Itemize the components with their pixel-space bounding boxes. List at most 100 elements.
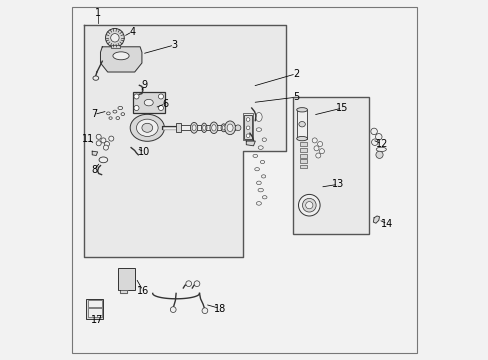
Text: 18: 18: [213, 303, 225, 314]
Ellipse shape: [375, 147, 386, 152]
Bar: [292, 97, 368, 234]
Circle shape: [104, 141, 109, 147]
Polygon shape: [84, 25, 285, 257]
Circle shape: [235, 125, 241, 131]
Bar: [300, 154, 307, 158]
Ellipse shape: [298, 194, 320, 216]
Circle shape: [170, 307, 176, 312]
Circle shape: [158, 105, 163, 111]
Ellipse shape: [192, 125, 196, 131]
Ellipse shape: [226, 124, 233, 131]
Circle shape: [202, 308, 207, 314]
Ellipse shape: [203, 125, 205, 130]
Bar: [179, 125, 234, 130]
Ellipse shape: [256, 181, 261, 185]
Circle shape: [134, 105, 139, 111]
Bar: [86, 299, 103, 319]
Text: 4: 4: [129, 27, 135, 37]
Ellipse shape: [302, 198, 316, 212]
Ellipse shape: [136, 119, 158, 136]
Ellipse shape: [142, 123, 152, 132]
Ellipse shape: [113, 52, 129, 60]
Ellipse shape: [93, 76, 99, 80]
Ellipse shape: [116, 117, 120, 120]
Text: 15: 15: [336, 103, 348, 113]
Bar: [110, 45, 120, 48]
Ellipse shape: [255, 112, 262, 122]
Ellipse shape: [256, 128, 261, 131]
Ellipse shape: [258, 146, 263, 149]
Bar: [244, 115, 251, 139]
Ellipse shape: [118, 107, 122, 110]
Text: 9: 9: [142, 80, 147, 90]
Text: 3: 3: [171, 40, 177, 50]
Circle shape: [108, 136, 114, 141]
Text: 6: 6: [162, 99, 168, 109]
Circle shape: [315, 153, 320, 158]
Bar: [88, 308, 102, 317]
Circle shape: [375, 151, 382, 158]
Polygon shape: [120, 290, 127, 293]
Ellipse shape: [190, 122, 197, 133]
Ellipse shape: [254, 168, 259, 171]
Circle shape: [110, 33, 119, 42]
Text: 13: 13: [331, 179, 344, 189]
Ellipse shape: [296, 136, 307, 141]
Circle shape: [311, 138, 317, 143]
Circle shape: [313, 146, 318, 151]
Bar: [133, 92, 165, 113]
Text: 7: 7: [91, 109, 97, 120]
Circle shape: [246, 134, 249, 138]
Text: 1: 1: [94, 8, 101, 18]
Ellipse shape: [260, 161, 264, 164]
Ellipse shape: [201, 123, 206, 132]
Circle shape: [194, 281, 200, 287]
Bar: [296, 110, 307, 139]
Circle shape: [101, 138, 106, 143]
Ellipse shape: [296, 108, 307, 112]
Ellipse shape: [130, 114, 164, 141]
Bar: [300, 142, 307, 146]
Bar: [300, 148, 307, 152]
Circle shape: [317, 141, 322, 147]
Ellipse shape: [261, 175, 265, 178]
Text: 10: 10: [138, 147, 150, 157]
Text: 12: 12: [375, 139, 387, 149]
Ellipse shape: [305, 202, 312, 209]
Ellipse shape: [256, 202, 261, 205]
Polygon shape: [246, 141, 255, 146]
Circle shape: [375, 134, 381, 140]
Text: 16: 16: [137, 285, 149, 296]
Text: 17: 17: [91, 315, 103, 325]
Circle shape: [96, 141, 101, 146]
Circle shape: [96, 134, 101, 139]
Circle shape: [246, 118, 249, 121]
Polygon shape: [101, 47, 142, 72]
Ellipse shape: [106, 112, 110, 115]
Circle shape: [105, 28, 124, 47]
Ellipse shape: [113, 110, 117, 113]
Bar: [88, 300, 102, 307]
Ellipse shape: [221, 124, 225, 132]
Ellipse shape: [209, 122, 218, 134]
Circle shape: [185, 281, 191, 287]
Ellipse shape: [224, 121, 235, 135]
Bar: [118, 268, 135, 290]
Bar: [176, 123, 181, 132]
Text: 5: 5: [292, 92, 299, 102]
Ellipse shape: [262, 196, 266, 199]
Bar: [300, 165, 307, 168]
Text: 8: 8: [91, 165, 97, 175]
Circle shape: [319, 149, 324, 154]
Text: 14: 14: [381, 219, 393, 229]
Ellipse shape: [258, 188, 263, 192]
Ellipse shape: [262, 138, 266, 141]
Circle shape: [246, 126, 249, 130]
Ellipse shape: [109, 117, 112, 120]
Ellipse shape: [298, 122, 305, 127]
Ellipse shape: [99, 157, 107, 163]
Circle shape: [158, 94, 163, 99]
Ellipse shape: [211, 125, 216, 131]
Ellipse shape: [252, 154, 257, 158]
Ellipse shape: [144, 99, 153, 106]
